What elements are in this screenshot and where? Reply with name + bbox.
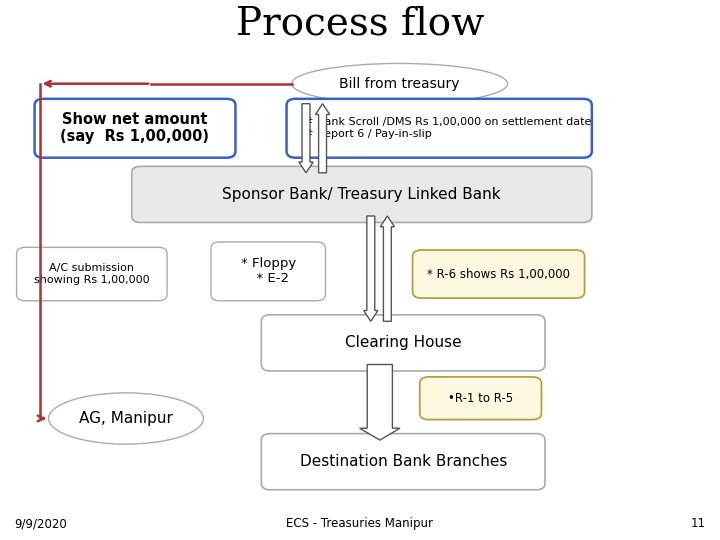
Text: Bill from treasury: Bill from treasury — [339, 77, 460, 91]
Text: ECS - Treasuries Manipur: ECS - Treasuries Manipur — [287, 517, 433, 530]
Text: Process flow: Process flow — [236, 6, 484, 43]
Text: # Bank Scroll /DMS Rs 1,00,000 on settlement date
# Report 6 / Pay-in-slip: # Bank Scroll /DMS Rs 1,00,000 on settle… — [304, 117, 591, 139]
FancyBboxPatch shape — [261, 315, 545, 371]
FancyBboxPatch shape — [287, 99, 592, 158]
Text: A/C submission
showing Rs 1,00,000: A/C submission showing Rs 1,00,000 — [34, 263, 150, 285]
FancyArrow shape — [364, 216, 378, 321]
Text: Show net amount
(say  Rs 1,00,000): Show net amount (say Rs 1,00,000) — [60, 112, 210, 144]
FancyBboxPatch shape — [413, 250, 585, 298]
Ellipse shape — [292, 63, 508, 104]
Text: * Floppy
  * E-2: * Floppy * E-2 — [240, 258, 296, 285]
FancyArrow shape — [315, 104, 330, 173]
FancyBboxPatch shape — [132, 166, 592, 222]
Text: Sponsor Bank/ Treasury Linked Bank: Sponsor Bank/ Treasury Linked Bank — [222, 187, 501, 202]
FancyBboxPatch shape — [261, 434, 545, 490]
FancyBboxPatch shape — [35, 99, 235, 158]
FancyBboxPatch shape — [211, 242, 325, 301]
FancyArrow shape — [380, 216, 395, 321]
Text: •R-1 to R-5: •R-1 to R-5 — [448, 392, 513, 405]
Text: * R-6 shows Rs 1,00,000: * R-6 shows Rs 1,00,000 — [427, 267, 570, 281]
FancyArrow shape — [360, 364, 400, 440]
FancyBboxPatch shape — [420, 377, 541, 420]
Ellipse shape — [48, 393, 203, 444]
Text: 9/9/2020: 9/9/2020 — [14, 517, 67, 530]
FancyArrow shape — [299, 104, 313, 173]
Text: AG, Manipur: AG, Manipur — [79, 411, 173, 426]
Text: Destination Bank Branches: Destination Bank Branches — [300, 454, 507, 469]
FancyBboxPatch shape — [17, 247, 167, 301]
Text: Clearing House: Clearing House — [345, 335, 462, 350]
Text: 11: 11 — [690, 517, 706, 530]
